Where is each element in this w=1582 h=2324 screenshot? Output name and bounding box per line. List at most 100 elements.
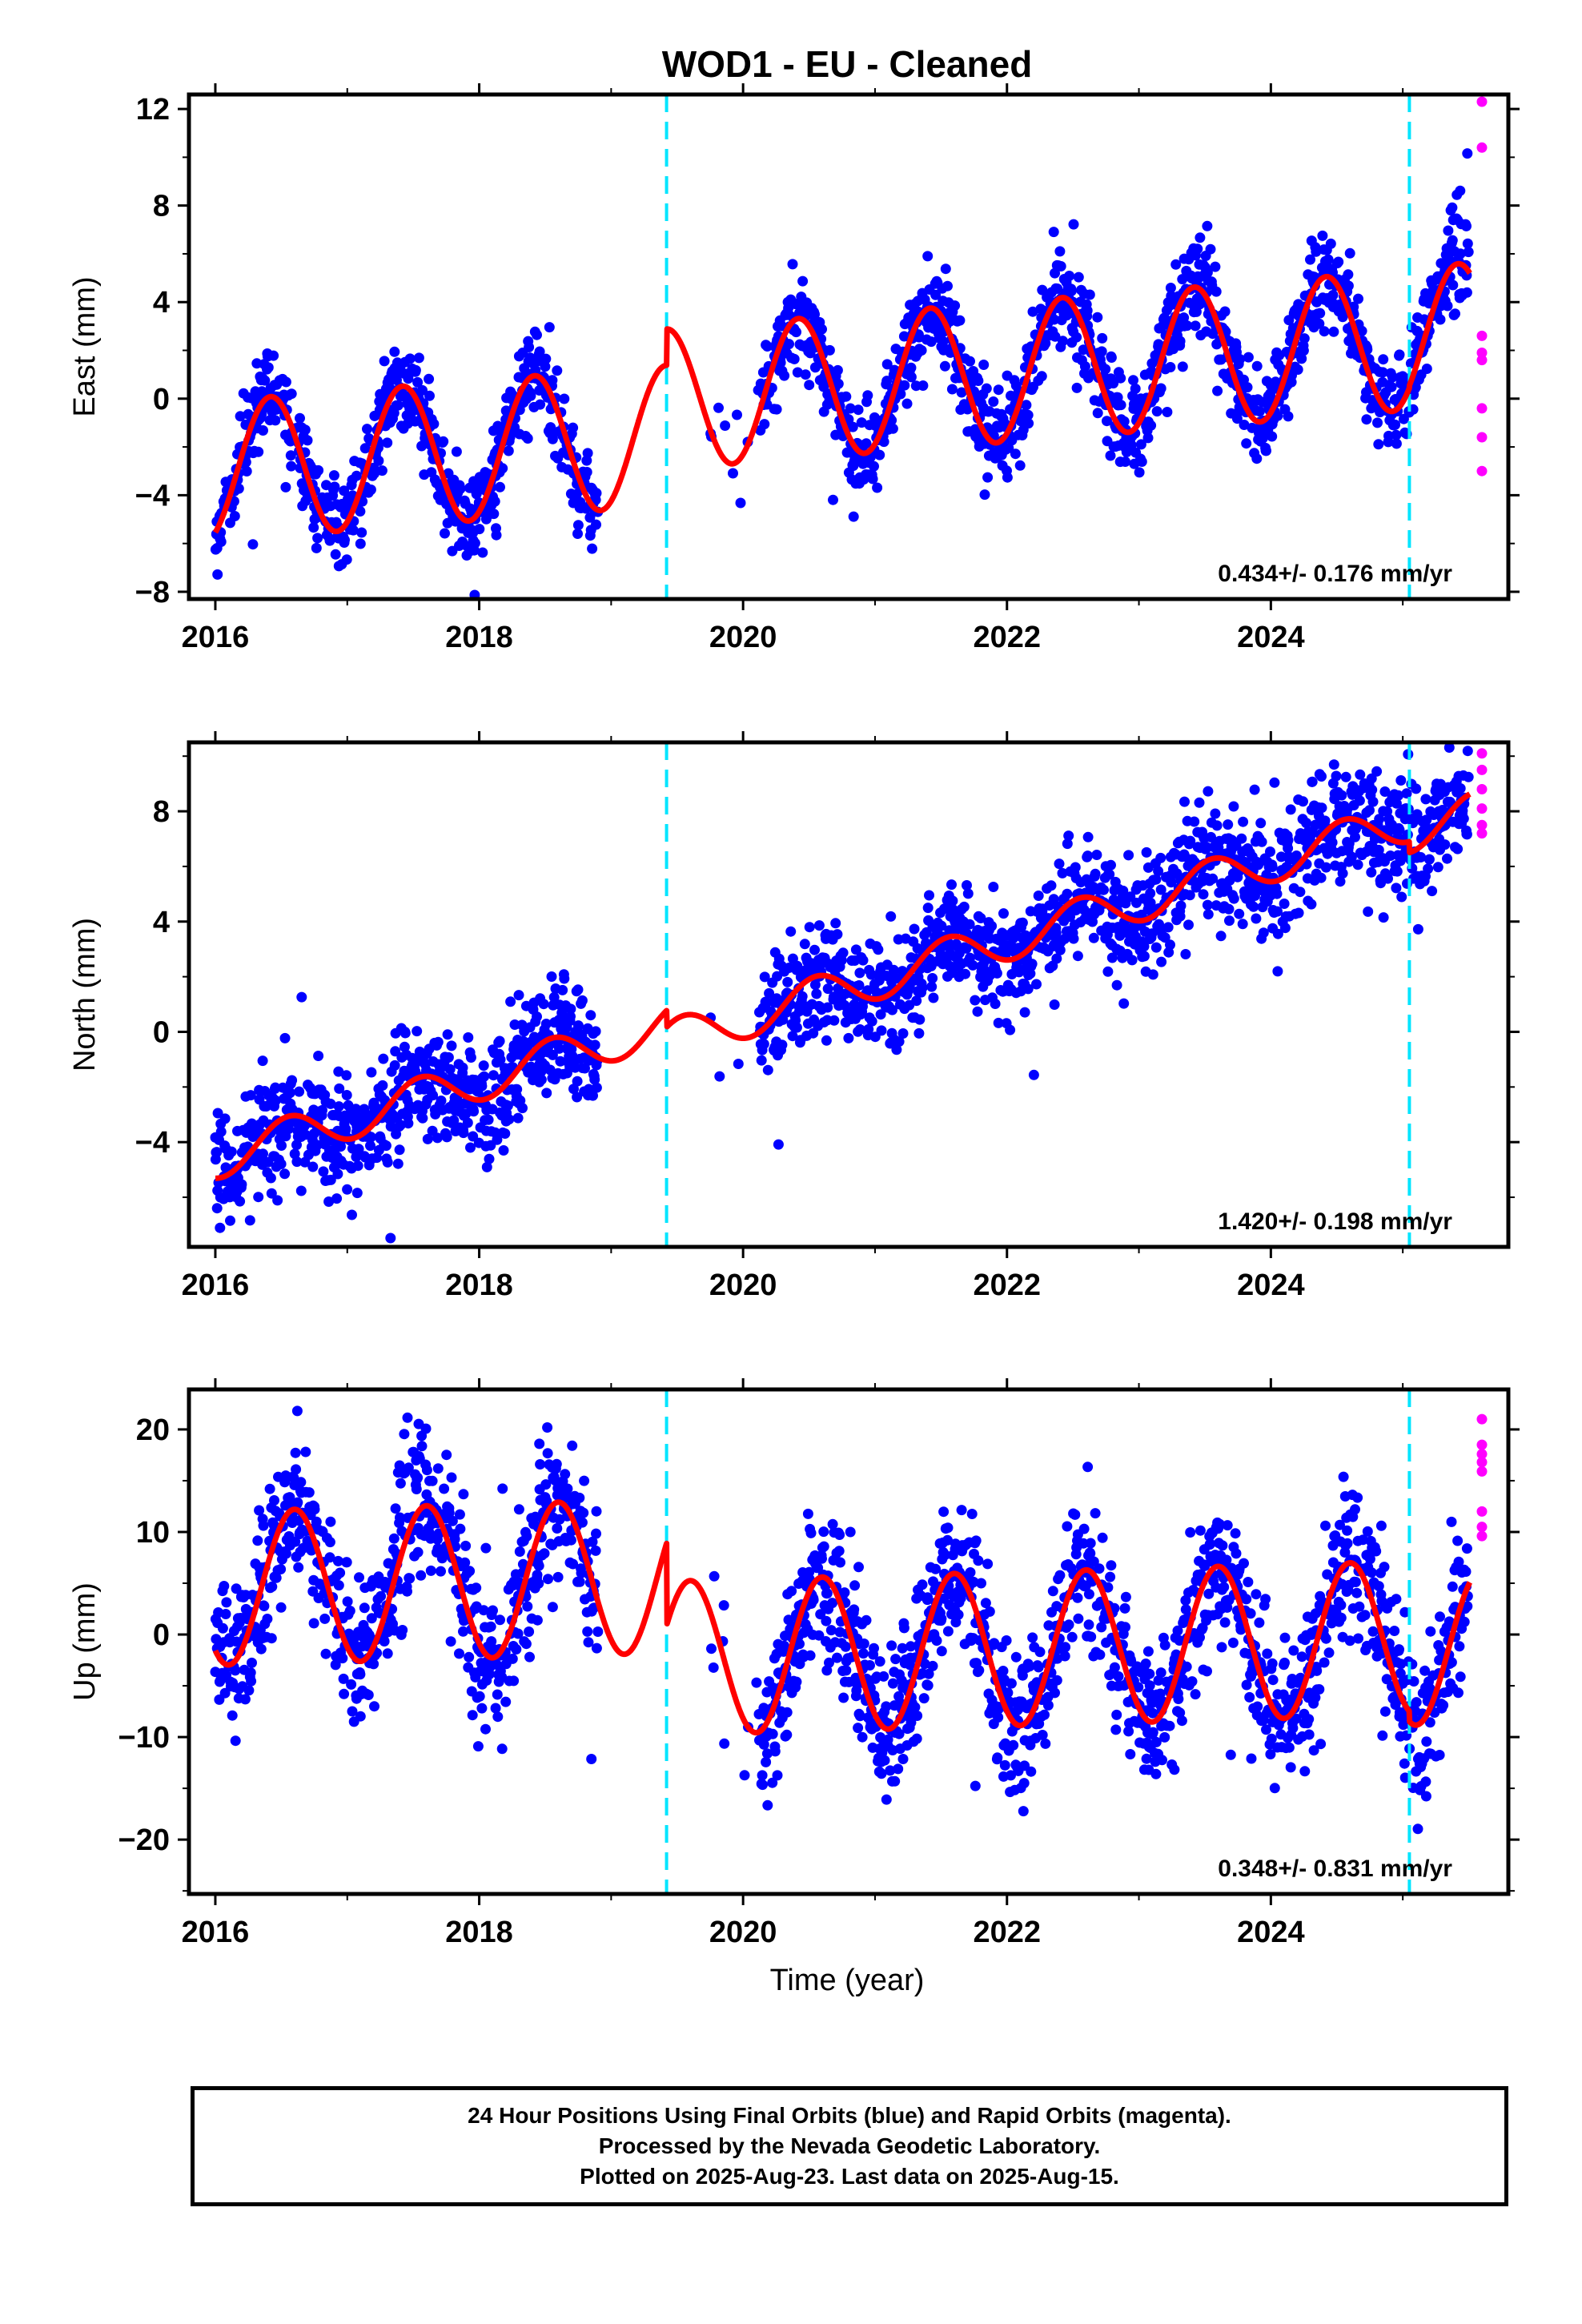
final-orbit-point — [341, 554, 352, 565]
final-orbit-point — [1105, 450, 1116, 461]
final-orbit-point — [339, 534, 350, 545]
final-orbit-point — [821, 1615, 832, 1626]
x-tick-label: 2018 — [445, 621, 513, 654]
final-orbit-point — [1462, 746, 1473, 757]
final-orbit-point — [1115, 400, 1126, 411]
final-orbit-point — [1279, 899, 1290, 909]
final-orbit-point — [244, 1215, 255, 1226]
final-orbit-point — [1387, 372, 1398, 383]
final-orbit-point — [1337, 312, 1348, 323]
final-orbit-point — [1307, 776, 1318, 787]
final-orbit-point — [1070, 862, 1081, 873]
final-orbit-point — [454, 1509, 465, 1520]
final-orbit-point — [337, 1653, 348, 1664]
final-orbit-point — [328, 470, 339, 481]
final-orbit-point — [1461, 287, 1472, 298]
final-orbit-point — [259, 375, 271, 386]
final-orbit-point — [1054, 246, 1066, 257]
final-orbit-point — [591, 488, 602, 499]
final-orbit-point — [1048, 227, 1059, 238]
final-orbit-point — [1353, 293, 1363, 304]
final-orbit-point — [478, 1060, 489, 1072]
final-orbit-point — [1165, 283, 1176, 293]
final-orbit-point — [867, 473, 878, 485]
final-orbit-point — [355, 1711, 366, 1722]
final-orbit-point — [1328, 326, 1339, 337]
final-orbit-point — [464, 1651, 475, 1663]
final-orbit-point — [1325, 238, 1336, 249]
final-orbit-point — [279, 1032, 291, 1043]
final-orbit-point — [879, 1755, 890, 1766]
final-orbit-point — [265, 1172, 276, 1184]
final-orbit-point — [392, 1158, 404, 1169]
panel-frame — [187, 92, 1511, 601]
final-orbit-point — [1256, 836, 1267, 847]
final-orbit-point — [914, 1014, 926, 1025]
rapid-orbit-point — [1476, 348, 1488, 358]
final-orbit-point — [840, 1641, 851, 1652]
final-orbit-point — [936, 1613, 947, 1624]
final-orbit-point — [805, 1527, 817, 1538]
final-orbit-point — [416, 1570, 427, 1581]
final-orbit-point — [293, 1562, 304, 1573]
final-orbit-point — [789, 353, 800, 364]
final-orbit-point — [1194, 797, 1205, 808]
final-orbit-point — [532, 1011, 542, 1022]
final-orbit-point — [973, 1555, 984, 1566]
final-orbit-point — [574, 1576, 585, 1587]
final-orbit-point — [804, 922, 815, 933]
final-orbit-point — [1283, 834, 1294, 846]
final-orbit-point — [417, 384, 428, 396]
final-orbit-point — [299, 424, 311, 436]
final-orbit-point — [1432, 862, 1443, 873]
final-orbit-point — [897, 1028, 909, 1039]
final-orbit-point — [382, 1648, 393, 1659]
final-orbit-point — [524, 1651, 535, 1663]
final-orbit-point — [483, 1114, 494, 1125]
final-orbit-point — [1071, 332, 1082, 343]
final-orbit-point — [1082, 305, 1093, 316]
final-orbit-point — [1239, 420, 1250, 430]
final-orbit-point — [1248, 901, 1259, 912]
final-orbit-point — [578, 1507, 589, 1518]
final-orbit-point — [1126, 955, 1138, 966]
final-orbit-point — [708, 1662, 719, 1673]
final-orbit-point — [341, 1557, 352, 1568]
final-orbit-point — [777, 1039, 788, 1051]
final-orbit-point — [876, 1025, 887, 1036]
final-orbit-point — [380, 1140, 391, 1152]
final-orbit-point — [1026, 959, 1038, 970]
final-orbit-point — [583, 1637, 594, 1648]
final-orbit-point — [514, 1546, 525, 1557]
final-orbit-point — [828, 494, 838, 505]
final-orbit-point — [988, 396, 999, 407]
final-orbit-point — [1373, 439, 1384, 450]
final-orbit-point — [1136, 456, 1147, 467]
final-orbit-point — [284, 1088, 295, 1098]
y-tick-label: 12 — [136, 93, 170, 127]
final-orbit-point — [308, 522, 319, 533]
final-orbit-point — [590, 1026, 601, 1037]
final-orbit-point — [1198, 889, 1209, 900]
final-orbit-point — [286, 388, 297, 400]
final-orbit-point — [270, 415, 281, 426]
final-orbit-point — [547, 433, 558, 444]
final-orbit-point — [1372, 417, 1383, 428]
final-orbit-point — [1251, 453, 1263, 464]
final-orbit-point — [719, 1738, 730, 1749]
final-orbit-point — [1461, 829, 1472, 840]
final-orbit-point — [441, 1449, 452, 1461]
final-orbit-point — [1224, 915, 1235, 927]
final-orbit-point — [1027, 306, 1038, 317]
final-orbit-point — [845, 1526, 856, 1538]
final-orbit-point — [1442, 853, 1452, 864]
final-orbit-point — [817, 324, 827, 335]
final-orbit-point — [1203, 786, 1214, 797]
final-orbit-point — [982, 472, 994, 483]
rate-label: 0.434+/- 0.176 mm/yr — [1218, 561, 1452, 587]
final-orbit-point — [1068, 933, 1079, 944]
final-orbit-point — [335, 1567, 346, 1578]
final-orbit-point — [535, 1459, 546, 1470]
